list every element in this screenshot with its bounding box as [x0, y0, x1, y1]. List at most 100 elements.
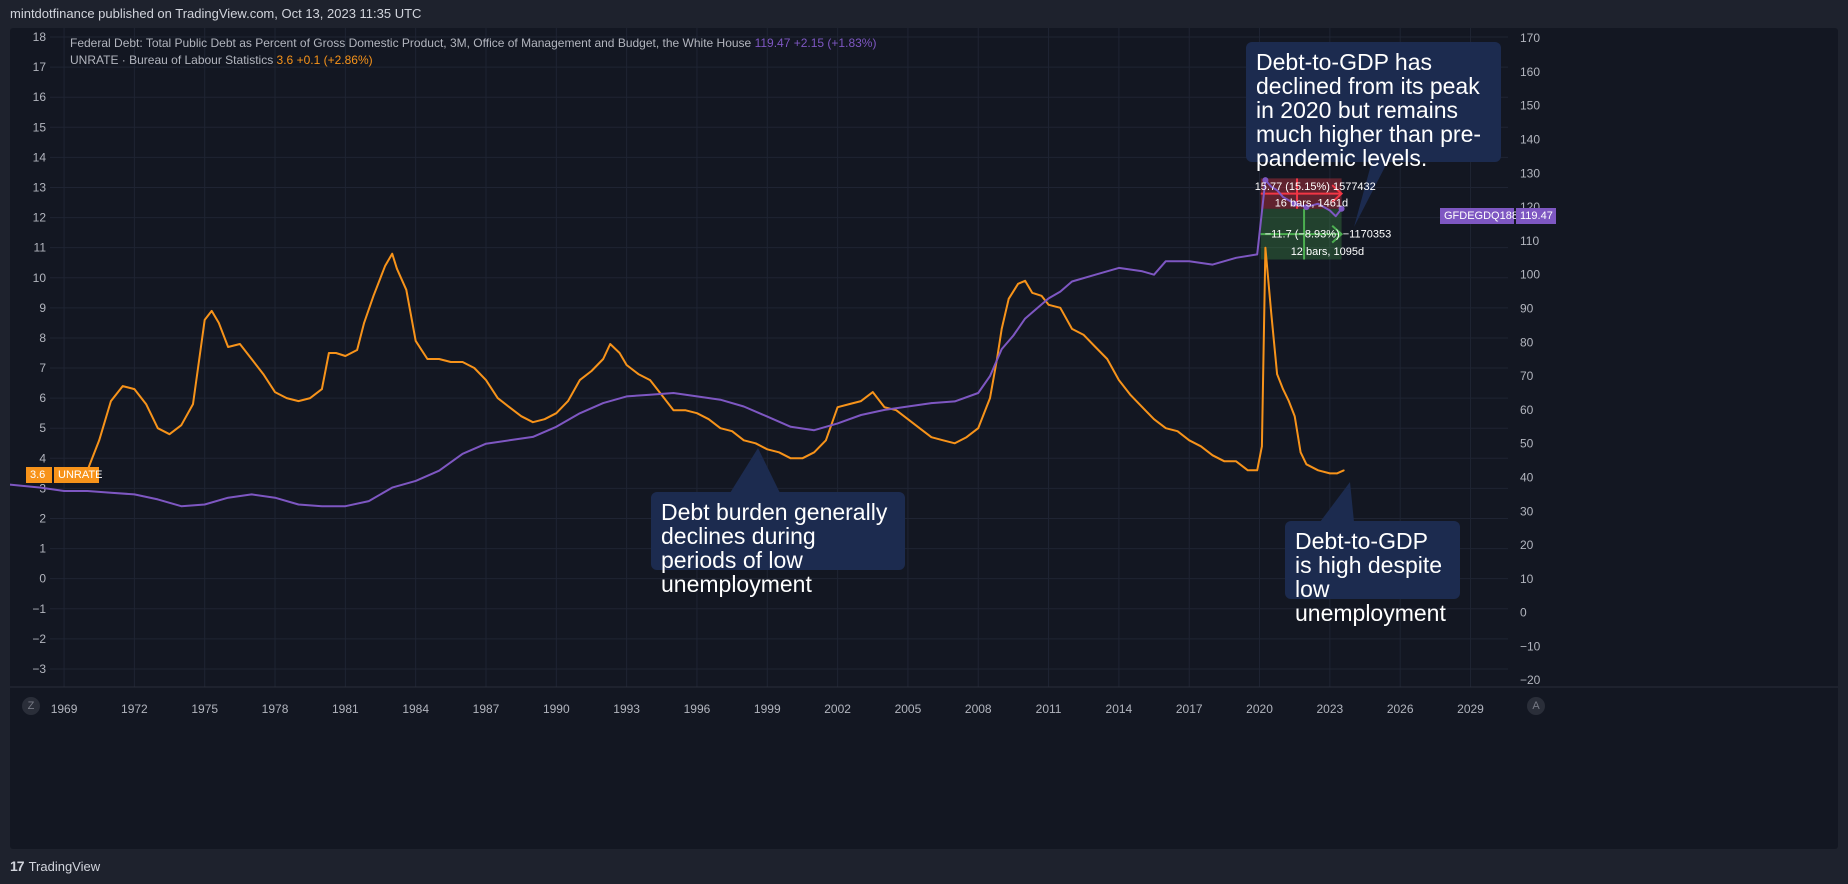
data-point-unrate [1329, 472, 1331, 475]
published-text: mintdotfinance published on TradingView.… [10, 6, 422, 21]
data-point-gfdegdq188s [274, 496, 276, 499]
chart-svg[interactable]: 1969 1972 1975 1978 1981 1984 1987 1990 1993 1996… [10, 28, 1838, 849]
callout-middle[interactable]: Debt burden generally declines during pe… [651, 492, 905, 596]
data-point-unrate [532, 421, 534, 424]
data-point-gfdegdq188s [1317, 202, 1319, 205]
y-left-tick-label: 17 [33, 60, 47, 74]
y-right-tick-label: 170 [1520, 31, 1540, 45]
data-point-unrate [907, 418, 909, 421]
data-point-unrate [848, 403, 851, 405]
data-point-unrate [1317, 469, 1319, 472]
callout-bottom[interactable]: Debt-to-GDP is high despite low unemploy… [1285, 521, 1460, 625]
data-point-unrate [203, 319, 206, 321]
data-point-gfdegdq188s [883, 409, 886, 411]
data-point-unrate [328, 352, 330, 354]
data-point-unrate [1024, 280, 1026, 282]
publish-header: mintdotfinance published on TradingView.… [0, 0, 1848, 28]
data-point-unrate [813, 451, 815, 454]
data-point-gfdegdq188s [555, 426, 558, 428]
data-point-gfdegdq188s [250, 493, 253, 496]
data-point-unrate [168, 433, 171, 436]
legend-debt-value: 119.47 [754, 36, 791, 50]
callout-top-text: Debt-to-GDP has declined from its peak i… [1256, 49, 1482, 171]
x-tick-label: 2023 [1317, 702, 1344, 716]
zoom-reset-button[interactable]: Z [22, 697, 40, 715]
data-point-unrate [1282, 388, 1284, 390]
y-left-tick-label: 12 [33, 211, 47, 225]
y-right-tick-label: 60 [1520, 403, 1534, 417]
x-tick-label: 2026 [1387, 702, 1414, 716]
measure-up-bars: 16 bars, 1461d [1275, 197, 1348, 209]
callout-top[interactable]: Debt-to-GDP has declined from its peak i… [1246, 42, 1501, 170]
y-right-tick-label: 130 [1520, 166, 1540, 180]
data-point-unrate [1071, 328, 1073, 330]
data-point-unrate [965, 436, 968, 439]
auto-scale-button[interactable]: A [1527, 697, 1545, 715]
x-tick-label: 1975 [191, 702, 218, 716]
data-point-gfdegdq188s [766, 415, 769, 418]
y-right-tick-label: 110 [1520, 234, 1539, 248]
data-point-gfdegdq188s [1165, 260, 1167, 262]
data-point-gfdegdq188s [1059, 290, 1062, 293]
chart-panel[interactable]: 1969 1972 1975 1978 1981 1984 1987 1990 1993 1996… [10, 28, 1838, 849]
data-point-unrate [145, 403, 147, 405]
data-point-unrate [895, 409, 897, 412]
data-point-unrate [426, 358, 429, 360]
data-point-unrate [239, 343, 241, 345]
data-point-unrate [590, 370, 593, 372]
data-point-gfdegdq188s [1036, 307, 1038, 310]
data-point-unrate [637, 373, 640, 375]
data-point-unrate [391, 252, 394, 255]
data-point-gfdegdq188s [1270, 186, 1273, 188]
y-right-tick-label: 100 [1520, 268, 1540, 282]
data-point-unrate [157, 427, 159, 430]
data-point-unrate [825, 439, 827, 442]
y-right-tick-label: 40 [1520, 470, 1534, 484]
data-point-unrate [496, 397, 499, 399]
data-point-gfdegdq188s [1000, 348, 1003, 350]
data-point-unrate [942, 439, 944, 442]
footer-brand[interactable]: TradingView [28, 859, 101, 874]
legend-unrate-row[interactable]: UNRATE · Bureau of Labour Statistics 3.6… [70, 52, 876, 69]
data-point-gfdegdq188s [86, 490, 89, 492]
data-point-unrate [1200, 445, 1202, 448]
data-point-gfdegdq188s [719, 398, 722, 401]
data-point-unrate [180, 424, 183, 427]
data-point-gfdegdq188s [836, 422, 839, 425]
data-point-unrate [363, 322, 365, 324]
data-point-unrate [609, 343, 611, 345]
legend-debt-row[interactable]: Federal Debt: Total Public Debt as Perce… [70, 35, 876, 52]
x-tick-label: 1981 [332, 702, 359, 716]
x-tick-label: 2017 [1176, 702, 1203, 716]
data-point-unrate [1031, 292, 1033, 294]
data-point-unrate [450, 361, 452, 363]
data-point-gfdegdq188s [321, 505, 323, 508]
y-left-tick-label: 5 [39, 421, 46, 435]
callout-middle-pointer [730, 448, 780, 493]
y-right-tick-label: 30 [1520, 504, 1534, 518]
data-point-gfdegdq188s [1012, 334, 1015, 337]
data-point-unrate [1261, 445, 1263, 448]
data-point-unrate [707, 418, 710, 421]
data-point-unrate [1007, 298, 1010, 300]
data-point-unrate [250, 358, 253, 360]
data-point-unrate [696, 412, 698, 415]
x-tick-label: 1969 [51, 702, 78, 716]
y-left-tick-label: 18 [33, 30, 47, 44]
data-point-unrate [954, 442, 956, 445]
y-left-tick-label: 15 [33, 120, 47, 134]
data-point-unrate [918, 427, 921, 430]
data-point-unrate [1235, 460, 1237, 463]
data-point-gfdegdq188s [297, 503, 300, 506]
data-point-gfdegdq188s [672, 392, 675, 394]
y-left-tick-label: 2 [39, 511, 46, 525]
x-tick-label: 1999 [754, 702, 781, 716]
data-point-unrate [414, 340, 417, 342]
data-point-unrate [1017, 283, 1019, 285]
data-point-unrate [930, 436, 933, 439]
x-tick-label: 1972 [121, 702, 148, 716]
x-tick-label: 2008 [965, 702, 992, 716]
tradingview-logo-icon[interactable]: 17 [10, 858, 25, 874]
data-point-gfdegdq188s [344, 505, 347, 508]
data-point-gfdegdq188s [1276, 189, 1278, 191]
